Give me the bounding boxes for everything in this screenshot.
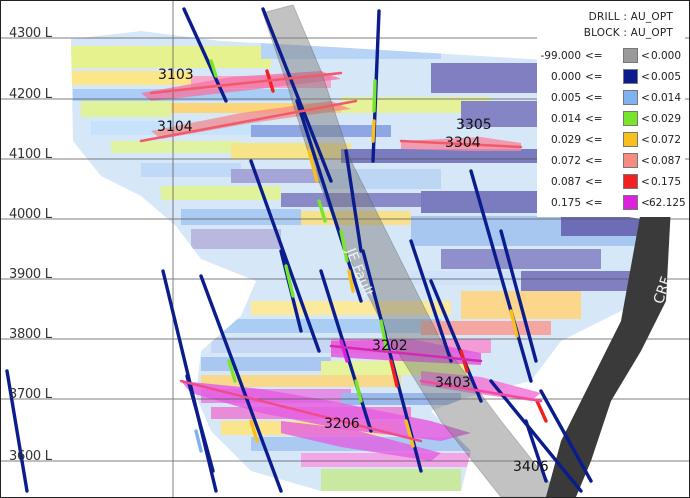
legend-min: 0.029 [550,134,581,146]
je-fault-zone [262,4,562,497]
legend-row: 0.000 <= <0.005 [537,68,685,88]
legend-title-block: BLOCK : AU_OPT [583,27,673,39]
drill-hole [469,169,533,383]
legend-op: < [641,113,650,125]
legend-swatch [623,132,638,147]
legend-row: 0.072 <= <0.087 [537,152,685,172]
zone-label: 3403 [435,375,471,391]
legend-max: 0.175 [650,176,681,188]
legend-max: 0.087 [650,155,681,167]
drill-hole [524,419,548,483]
zone-label: 3104 [157,119,193,135]
legend-row: -99.000 <= <0.000 [537,47,685,67]
drill-hole [429,279,483,403]
legend-op: <= [585,197,603,209]
legend-op: <= [585,113,603,125]
legend-op: <= [585,155,603,167]
legend-row: 0.087 <= <0.175 [537,173,685,193]
legend-swatch [623,90,638,105]
assay-segments [194,59,548,453]
legend-title-drill: DRILL : AU_OPT [588,11,673,23]
legend-swatch [623,174,638,189]
legend-min: 0.072 [550,155,581,167]
elevation-label: 3600 L [9,449,52,464]
elevation-label: 4100 L [9,147,52,162]
legend-op: < [641,71,650,83]
legend-row: 0.005 <= <0.014 [537,89,685,109]
legend-max: 0.000 [650,50,681,62]
drill-hole [319,269,373,433]
legend-op: <= [585,92,603,104]
elevation-label: 4000 L [9,207,52,222]
crf-fault-zone [546,206,671,497]
zone-label: 3406 [513,459,549,475]
drill-hole [499,229,538,363]
legend-min: -99.000 [540,50,581,62]
grade-band [181,381,471,441]
drill-holes [5,7,593,493]
drill-hole [539,389,593,483]
drill-hole [295,99,363,303]
zone-label: 3304 [445,135,481,151]
legend-min: 0.175 [550,197,581,209]
grade-band [421,371,541,401]
grade-legend: DRILL : AU_OPT BLOCK : AU_OPT -99.000 <= <… [537,5,686,217]
legend-max: 0.072 [650,134,681,146]
legend-op: <= [585,176,603,188]
drill-hole [261,7,333,183]
elevation-label: 4200 L [9,87,52,102]
legend-max: 0.014 [650,92,681,104]
legend-max: 0.005 [650,71,681,83]
legend-min: 0.000 [550,71,581,83]
legend-op: < [641,176,650,188]
drill-hole [409,239,453,363]
grade-band [281,421,441,461]
elevation-label: 3900 L [9,267,52,282]
legend-op: <= [585,50,603,62]
legend-row: 0.175 <= <62.125 [537,194,686,214]
elevation-label: 3700 L [9,387,52,402]
zone-label: 3202 [372,338,408,354]
legend-max: 62.125 [649,197,686,209]
legend-op: < [641,134,650,146]
legend-op: < [641,155,650,167]
legend-swatch [623,195,638,210]
drill-hole [249,159,321,353]
drill-hole [344,149,363,253]
legend-swatch [623,48,638,63]
legend-min: 0.014 [550,113,581,125]
drill-hole [199,274,283,493]
cross-holes [139,71,543,443]
legend-min: 0.087 [550,176,581,188]
zone-label: 3206 [324,416,360,432]
legend-swatch [623,111,638,126]
legend-op: < [641,50,650,62]
drill-hole [489,379,583,493]
legend-op: <= [585,134,603,146]
legend-op: < [641,92,650,104]
legend-row: 0.029 <= <0.072 [537,131,685,151]
elevation-label: 4300 L [9,26,52,41]
legend-max: 0.029 [650,113,681,125]
drill-hole [5,369,29,493]
zone-label: 3305 [456,117,492,133]
legend-op: <= [585,71,603,83]
legend-row: 0.014 <= <0.029 [537,110,685,130]
drill-hole [185,374,215,473]
legend-min: 0.005 [550,92,581,104]
zone-label: 3103 [158,67,194,83]
elevation-label: 3800 L [9,327,52,342]
legend-op: < [641,197,650,209]
legend-swatch [623,153,638,168]
legend-swatch [623,69,638,84]
